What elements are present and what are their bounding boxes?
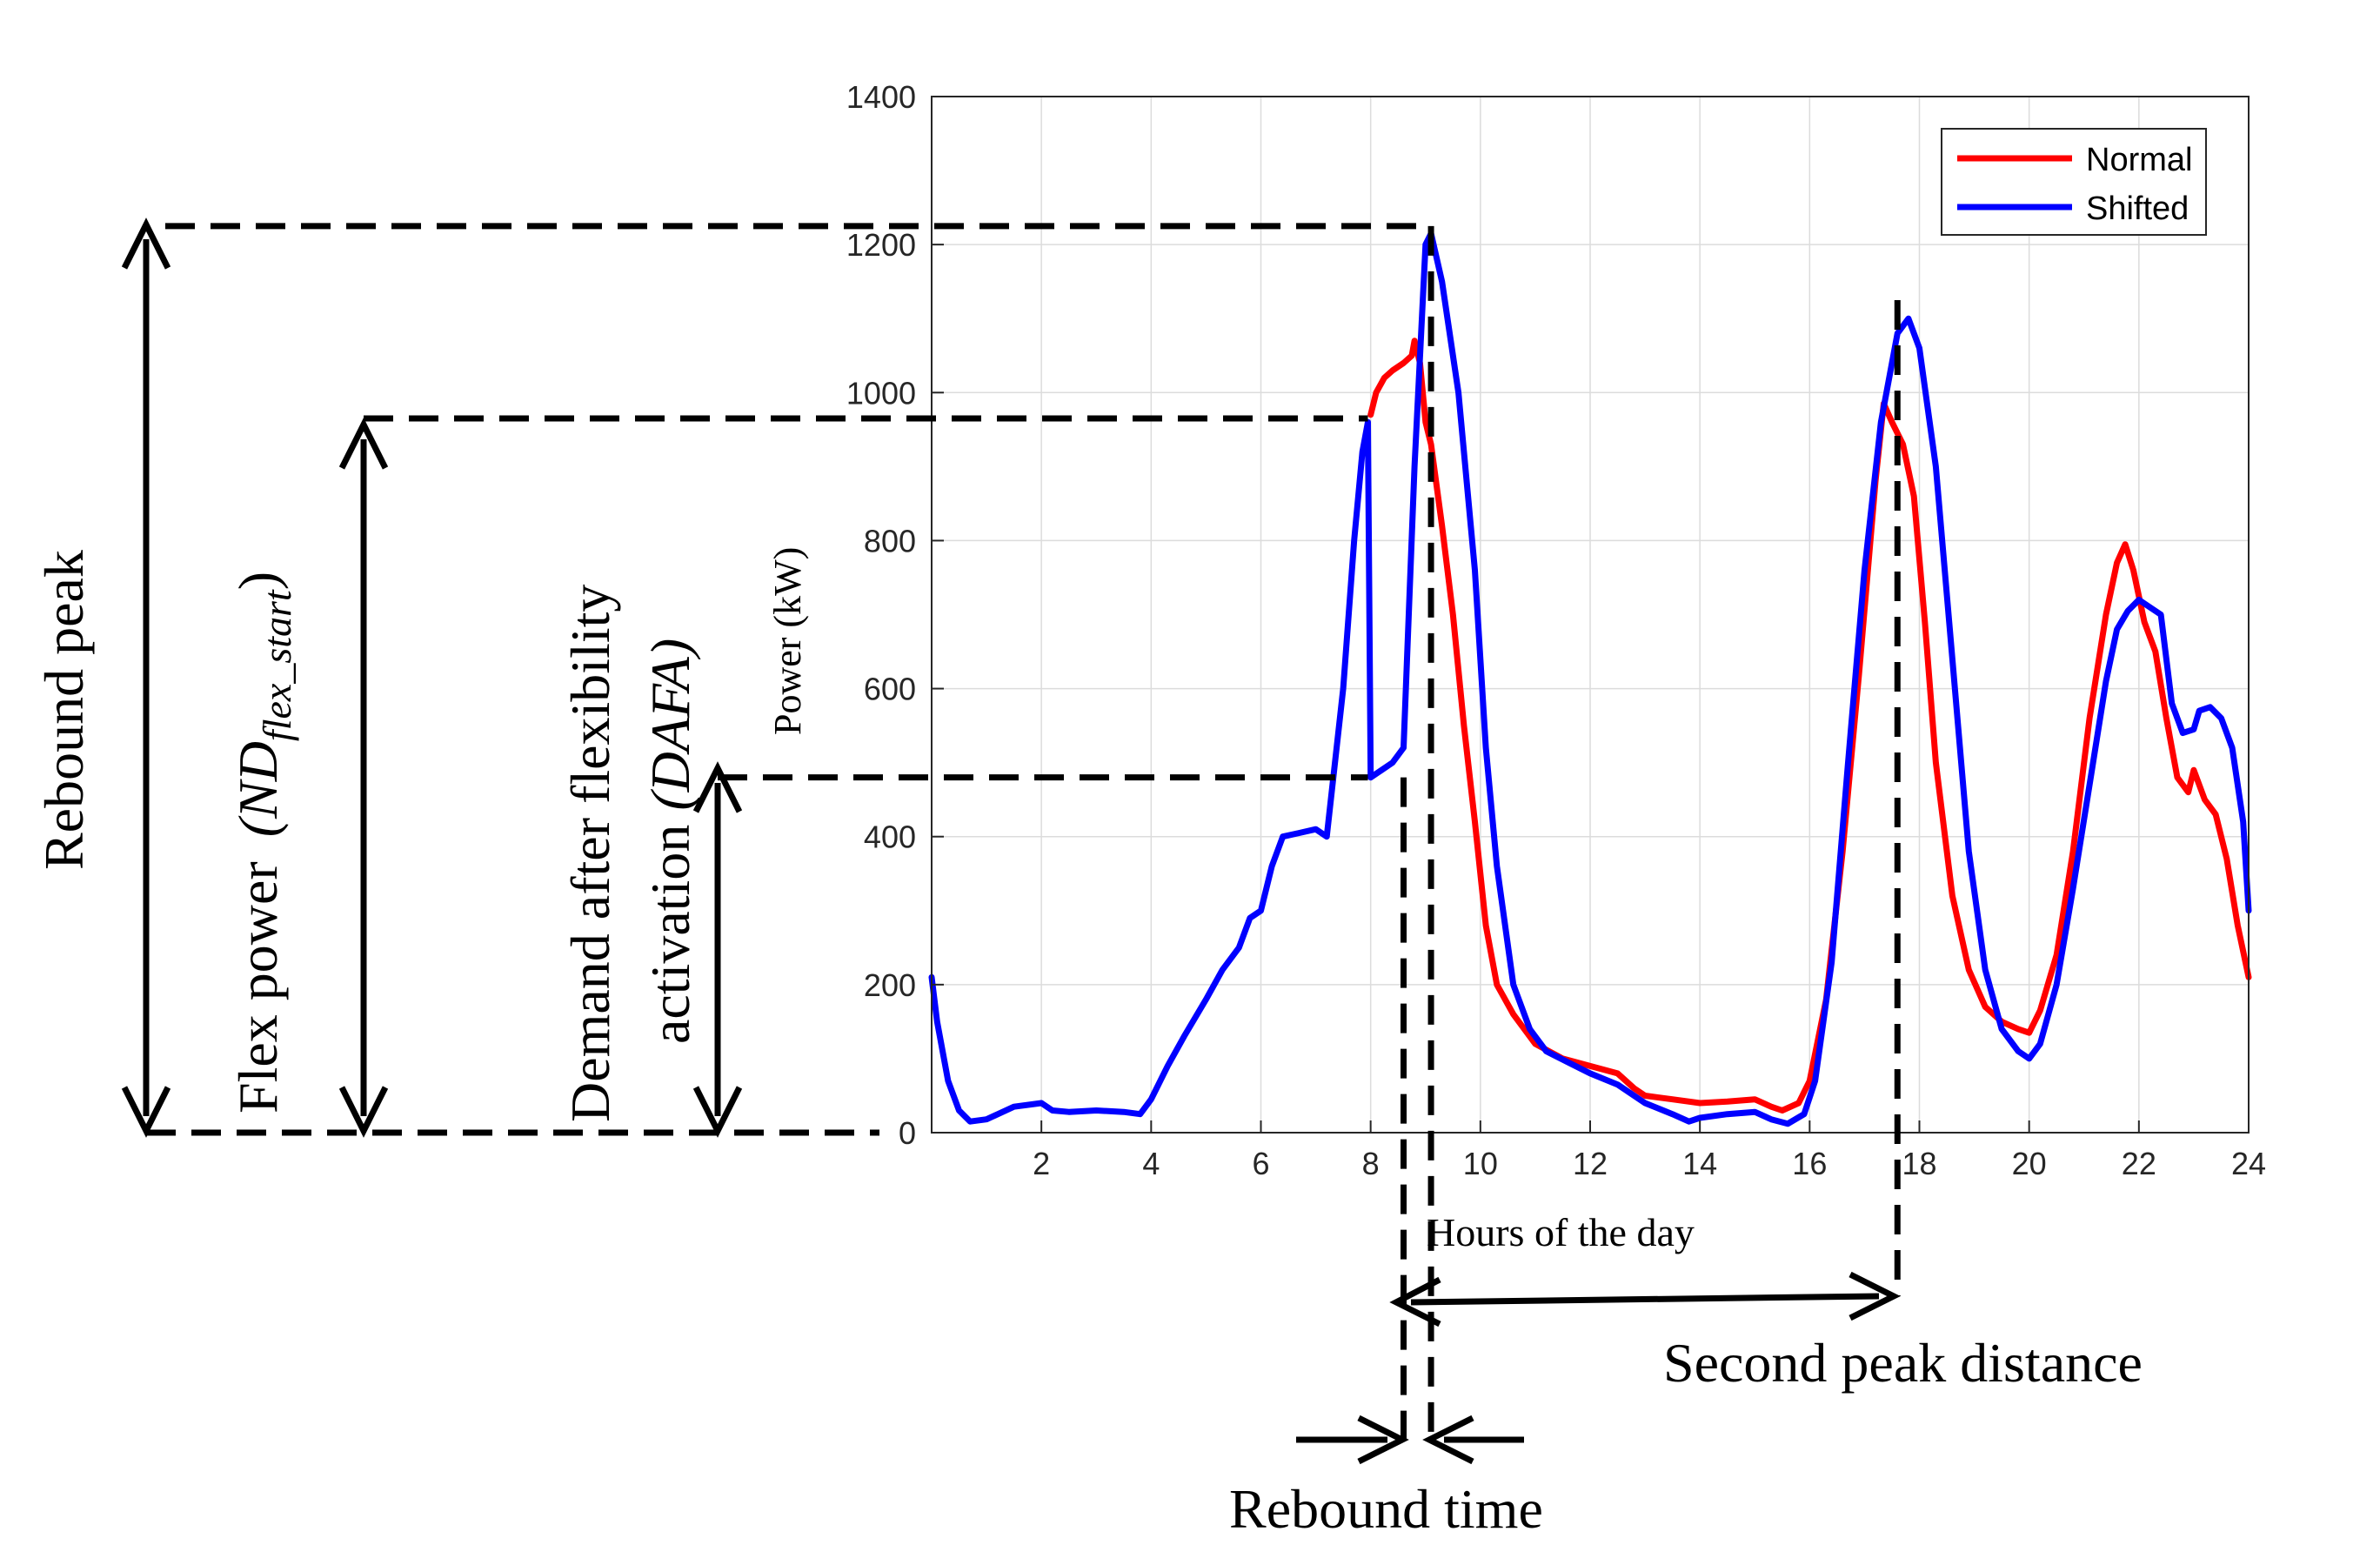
x-tick-label: 14	[1682, 1146, 1717, 1181]
x-tick-label: 18	[1902, 1146, 1936, 1181]
y-tick-label: 400	[864, 819, 916, 855]
flex-power-arrowhead-top	[338, 418, 389, 470]
annotation-arrows	[121, 217, 1901, 1465]
y-tick-label: 200	[864, 967, 916, 1003]
x-tick-label: 4	[1142, 1146, 1160, 1181]
series-group	[928, 230, 2252, 1127]
second-peak-arrowhead-right	[1849, 1271, 1901, 1321]
y-tick-label: 1000	[846, 375, 916, 411]
y-axis-label: Power (kW)	[766, 547, 809, 735]
x-tick-label: 6	[1252, 1146, 1269, 1181]
dafa-symbol: (DAFA)	[639, 639, 701, 811]
x-tick-label: 12	[1573, 1146, 1608, 1181]
y-tick-label: 600	[864, 672, 916, 707]
legend-label-shifted: Shifted	[2086, 191, 2189, 227]
rebound-peak-label: Rebound peak	[33, 550, 95, 870]
x-tick-label: 22	[2122, 1146, 2156, 1181]
y-tick-label: 1200	[846, 227, 916, 263]
rebound-peak-arrowhead-top	[121, 217, 171, 270]
rebound-time-label: Rebound time	[1229, 1478, 1543, 1540]
legend-box	[1941, 128, 2207, 236]
legend-label-normal: Normal	[2086, 142, 2192, 178]
flex-close: )	[227, 572, 289, 590]
flex-power-label: Flex power (NDflex_start)	[227, 572, 299, 1114]
second-peak-arrowhead-left	[1389, 1276, 1441, 1328]
x-axis-label: Hours of the day	[1427, 1210, 1695, 1254]
annotation-guides	[146, 223, 1901, 1444]
rebound-peak-arrowhead-bottom	[121, 1086, 171, 1138]
y-tick-label: 1400	[846, 79, 916, 115]
series-line-shifted	[928, 230, 2252, 1127]
svg-text:activation (DAFA): activation (DAFA)	[639, 639, 701, 1044]
rebound-time-arrowhead-left	[1357, 1415, 1409, 1465]
rebound-time-arrowhead-right	[1422, 1415, 1474, 1465]
x-tick-label: 2	[1033, 1146, 1050, 1181]
legend: Normal Shifted	[1941, 128, 2207, 236]
second-peak-distance-label: Second peak distance	[1663, 1332, 2143, 1394]
x-tick-label: 24	[2231, 1146, 2266, 1181]
second-peak-distance-arrow	[1410, 1293, 1880, 1306]
svg-text:Flex power(NDflex_start): Flex power (NDflex_start)	[227, 572, 299, 1114]
dafa-arrowhead-top	[692, 761, 743, 813]
dafa-line-2-prefix: activation	[639, 811, 701, 1044]
x-tick-label: 20	[2012, 1146, 2047, 1181]
x-tick-label: 8	[1362, 1146, 1380, 1181]
dafa-arrowhead-bottom	[692, 1086, 743, 1138]
dafa-label: Demand after flexibility activation (DAF…	[559, 585, 701, 1122]
x-tick-label: 10	[1463, 1146, 1498, 1181]
y-tick-label: 0	[899, 1115, 916, 1151]
flex-power-arrowhead-bottom	[338, 1086, 389, 1138]
y-tick-labels: 0 200 400 600 800 1000 1200 1400	[846, 79, 944, 1151]
flex-power-text: Flex power	[227, 861, 289, 1114]
x-tick-label: 16	[1792, 1146, 1827, 1181]
y-tick-label: 800	[864, 523, 916, 558]
dafa-line-1: Demand after flexibility	[559, 585, 621, 1122]
flex-subscript: flex_start	[255, 589, 299, 741]
flex-symbol: (ND	[227, 741, 289, 837]
plot-area: 2 4 6 8 10 12 14 16 18 20 22 24 0200400600800100012…	[846, 79, 2266, 1181]
x-tick-labels: 2 4 6 8 10 12 14 16 18 20 22 24	[1033, 1120, 2266, 1181]
